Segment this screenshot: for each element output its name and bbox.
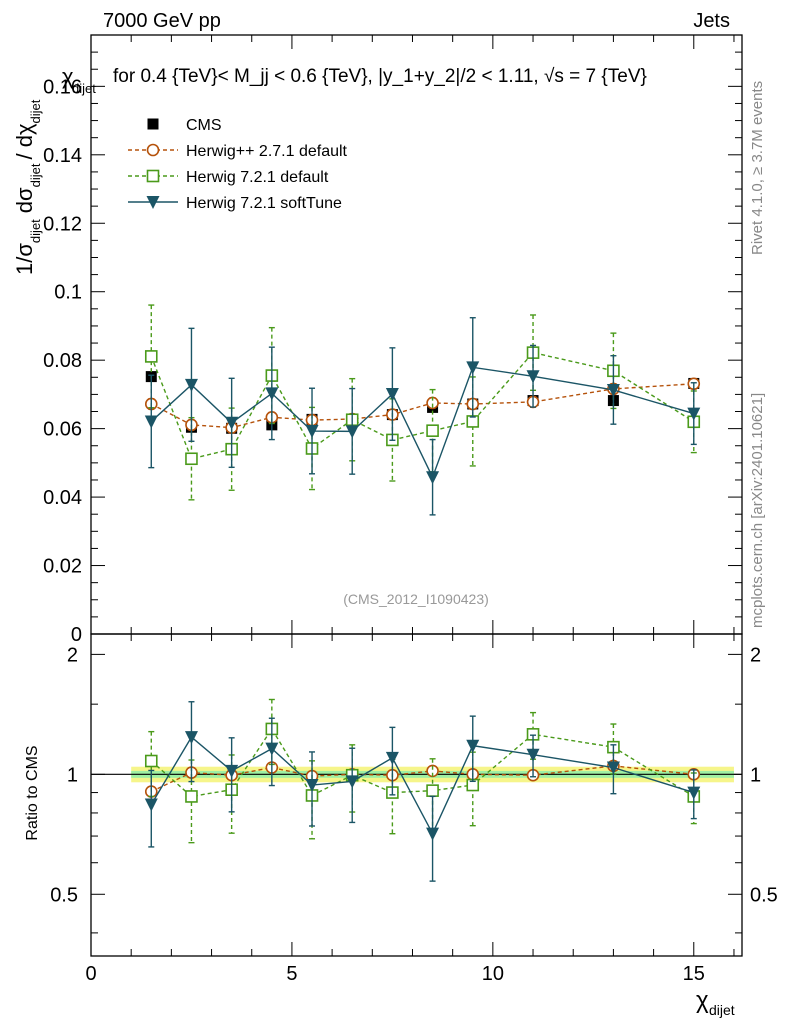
data-point	[466, 361, 480, 375]
data-point	[184, 378, 198, 392]
header-jets-label: Jets	[693, 10, 730, 32]
ratio-tick-label-right: 2	[750, 644, 761, 666]
data-point	[426, 471, 440, 485]
ylabel-part-1: dijet	[28, 219, 43, 243]
data-point	[687, 786, 701, 800]
data-point	[426, 827, 440, 841]
rivet-label: Rivet 4.1.0, ≥ 3.7M events	[749, 81, 766, 255]
data-point	[606, 761, 620, 775]
y-tick-label: 0	[71, 624, 82, 646]
legend: CMS Herwig++ 2.7.1 default Herwig 7.2.1 de…	[128, 117, 348, 212]
legend-marker	[146, 196, 160, 209]
data-point	[345, 775, 359, 789]
ratio-tick-label-right: 0.5	[750, 884, 778, 906]
y-tick-label: 0.04	[43, 487, 82, 509]
data-point	[385, 388, 399, 402]
plot-title-prefix-sub: dijet	[72, 81, 96, 96]
ratio-tick-label-right: 1	[750, 764, 761, 786]
data-point	[185, 790, 198, 803]
data-point	[526, 370, 540, 384]
data-point	[687, 407, 701, 421]
legend-item: Herwig 7.2.1 default	[128, 169, 329, 186]
analysis-watermark: (CMS_2012_I1090423)	[343, 591, 489, 607]
ylabel-part-3: dijet	[28, 163, 43, 187]
series-line	[150, 383, 694, 429]
legend-marker	[147, 118, 159, 130]
data-point	[265, 387, 279, 401]
legend-label: Herwig 7.2.1 softTune	[186, 195, 342, 212]
y-tick-label: 0.08	[43, 350, 82, 372]
series-line	[150, 366, 694, 480]
y-tick-label: 0.02	[43, 556, 82, 578]
mcplots-label: mcplots.cern.ch [arXiv:2401.10621]	[749, 393, 766, 628]
legend-label: Herwig 7.2.1 default	[186, 169, 329, 186]
data-point	[265, 742, 279, 756]
legend-item: Herwig++ 2.7.1 default	[128, 143, 348, 160]
data-point	[426, 784, 439, 797]
plot-title-prefix: χ	[62, 64, 74, 89]
x-tick-label: 0	[85, 963, 96, 985]
ratio-frame	[90, 633, 743, 957]
ylabel-part-2: dσ	[12, 187, 37, 213]
series-line	[150, 736, 694, 836]
legend-marker	[146, 169, 160, 183]
data-point	[185, 452, 198, 466]
data-point	[466, 739, 480, 753]
ylabel-part-4: / dχ	[12, 123, 37, 159]
data-point	[144, 415, 158, 429]
data-point	[526, 748, 540, 762]
data-point	[305, 425, 319, 439]
data-point	[606, 383, 620, 397]
legend-marker	[146, 143, 160, 157]
header-energy-label: 7000 GeV pp	[103, 10, 221, 32]
data-point	[305, 779, 319, 793]
svg-text:1/σdijetdσdijet/ dχdijet: 1/σdijetdσdijet/ dχdijet	[12, 99, 43, 275]
data-point	[225, 764, 239, 778]
legend-label: Herwig++ 2.7.1 default	[186, 143, 348, 160]
legend-label: CMS	[186, 117, 222, 134]
data-point	[144, 798, 158, 812]
data-point	[225, 416, 239, 430]
y-tick-label: 0.16	[43, 76, 82, 98]
data-point	[144, 754, 158, 768]
data-point	[184, 731, 198, 745]
data-point	[426, 424, 439, 437]
ratio-tick-label: 1	[67, 764, 78, 786]
ratio-tick-label: 0.5	[50, 884, 78, 906]
x-tick-label: 5	[286, 963, 297, 985]
ratio-tick-label: 2	[67, 644, 78, 666]
legend-item: Herwig 7.2.1 softTune	[128, 195, 342, 212]
ylabel-part-0: 1/σ	[12, 243, 37, 275]
series-ratio-3	[144, 701, 701, 882]
plot-title: for 0.4 {TeV}< M_jj < 0.6 {TeV}, |y_1+y_…	[113, 66, 647, 87]
y-tick-label: 0.12	[43, 213, 82, 235]
y-tick-label: 0.06	[43, 419, 82, 441]
series-line	[150, 765, 694, 793]
data-point	[144, 350, 158, 363]
series-line	[150, 727, 695, 798]
y-tick-label: 0.1	[54, 282, 82, 304]
x-tick-label: 10	[482, 963, 504, 985]
y-axis-label: 1/σdijetdσdijet/ dχdijet	[12, 99, 43, 275]
series-3	[144, 317, 701, 516]
data-point	[345, 425, 359, 439]
data-point	[385, 751, 399, 765]
x-axis-label: χ	[696, 987, 709, 1014]
x-axis-label-sub: dijet	[709, 1002, 735, 1018]
ratio-y-label: Ratio to CMS	[24, 745, 41, 840]
legend-item: CMS	[147, 117, 222, 134]
ylabel-part-5: dijet	[28, 99, 43, 123]
main-plot: 0 0.02 0.04 0.06 0.08 0.1 0.12 0.14 0.16	[43, 34, 743, 956]
y-tick-label: 0.14	[43, 145, 82, 167]
ratio-plot: 0 5 10 15 0.5 0.5 1 1 2 2	[50, 633, 778, 985]
x-tick-label: 15	[683, 963, 705, 985]
